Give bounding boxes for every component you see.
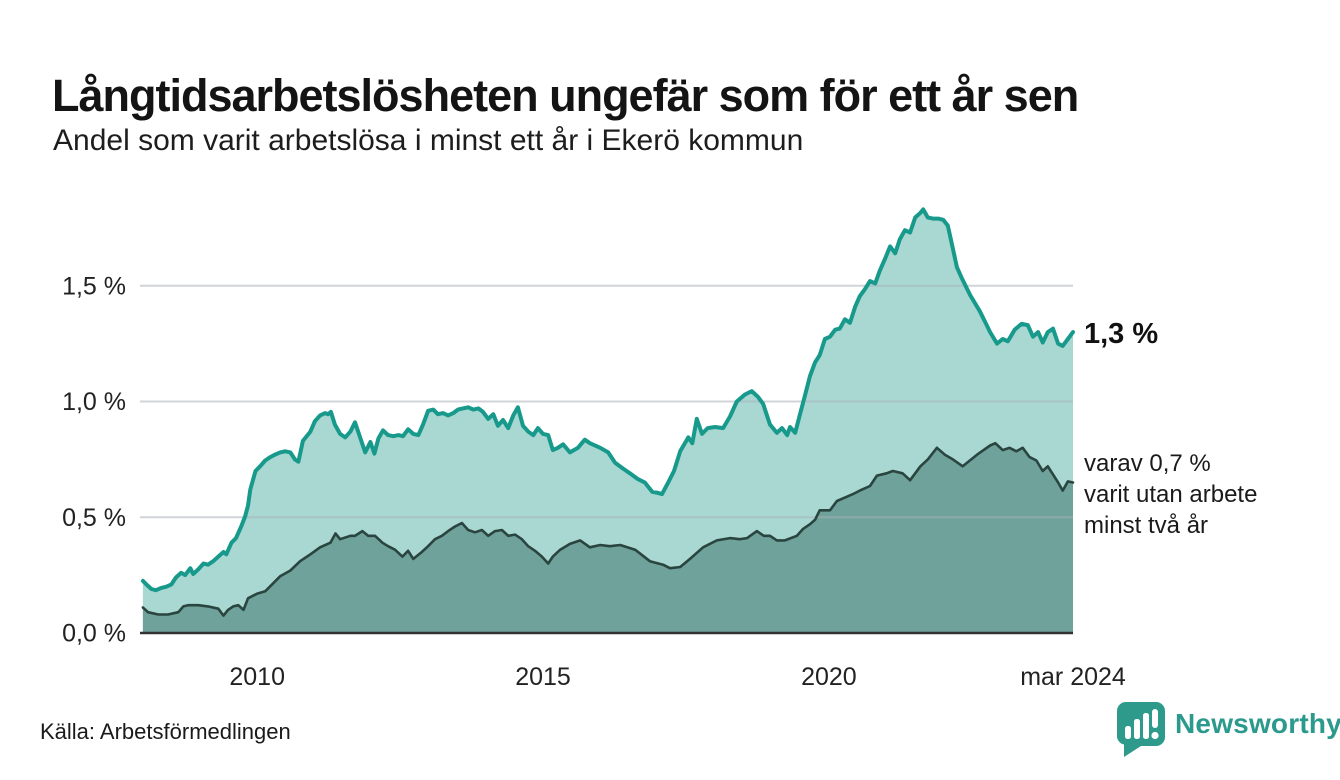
brand-wordmark: Newsworthy [1175, 708, 1340, 739]
brand-logo: Newsworthy [1117, 702, 1340, 758]
two-year-series-area [142, 443, 1073, 633]
page-title: Långtidsarbetslösheten ungefär som för e… [52, 70, 1079, 122]
y-tick-label-0: 0,0 % [62, 620, 126, 648]
two-year-series-label: varav 0,7 % varit utan arbete minst två … [1084, 448, 1257, 541]
two-year-series-label-line1: varav 0,7 % [1084, 450, 1211, 477]
y-tick-label-0.5: 0,5 % [62, 504, 126, 532]
total-series-line [140, 207, 1075, 593]
source-note: Källa: Arbetsförmedlingen [40, 719, 291, 744]
two-year-series-label-line3: minst två år [1084, 512, 1209, 539]
y-tick-label-1.5: 1,5 % [62, 272, 126, 300]
page-subtitle: Andel som varit arbetslösa i minst ett å… [53, 124, 804, 157]
y-tick-label-1: 1,0 % [62, 388, 126, 416]
newsworthy-speech-bubble-bar-chart-icon [1117, 702, 1165, 757]
two-year-series-label-line2: varit utan arbete [1084, 481, 1258, 508]
two-year-series-line [141, 441, 1075, 617]
x-tick-label-2020: 2020 [801, 663, 857, 691]
x-tick-label-mar-2024: mar 2024 [1020, 663, 1126, 691]
x-tick-label-2010: 2010 [229, 663, 285, 691]
latest-value-label: 1,3 % [1084, 318, 1159, 350]
x-tick-label-2015: 2015 [515, 663, 571, 691]
